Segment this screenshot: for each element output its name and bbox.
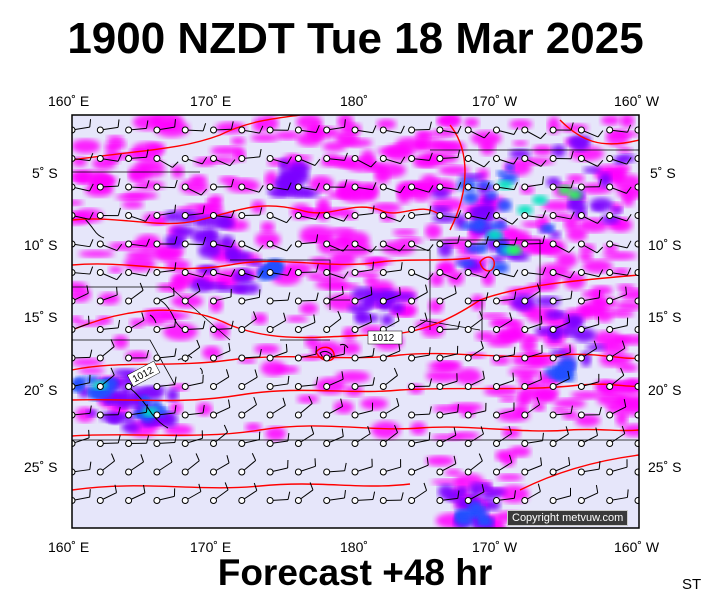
- lon-label-top-170w: 170˚ W: [472, 93, 518, 109]
- isobar-label-1012: 1012: [372, 333, 395, 344]
- lon-label-bottom-170e: 170˚ E: [190, 539, 232, 555]
- corner-label: ST: [682, 576, 702, 593]
- lon-label-top-160w: 160˚ W: [614, 93, 660, 109]
- lon-label-top-170e: 170˚ E: [190, 93, 232, 109]
- lat-label-left-5s: 5˚ S: [32, 165, 58, 181]
- lat-label-right-10s: 10˚ S: [648, 237, 682, 253]
- lon-label-top-180: 180˚: [340, 93, 369, 109]
- copyright-notice: Copyright metvuw.com: [507, 510, 629, 526]
- lon-label-bottom-160e: 160˚ E: [48, 539, 90, 555]
- lat-label-right-25s: 25˚ S: [648, 459, 682, 475]
- lat-label-right-5s: 5˚ S: [650, 165, 676, 181]
- lon-label-bottom-180: 180˚: [340, 539, 369, 555]
- lat-label-left-10s: 10˚ S: [24, 237, 58, 253]
- lat-label-left-25s: 25˚ S: [24, 459, 58, 475]
- lat-label-right-20s: 20˚ S: [648, 382, 682, 398]
- boundaries: [72, 149, 639, 441]
- lat-label-left-15s: 15˚ S: [24, 309, 58, 325]
- lon-label-bottom-170w: 170˚ W: [472, 539, 518, 555]
- lat-label-right-15s: 15˚ S: [648, 309, 682, 325]
- isobar-labels: 1012 1012: [126, 330, 403, 387]
- lon-label-top-160e: 160˚ E: [48, 93, 90, 109]
- wind-barbs: [72, 119, 639, 504]
- lon-label-bottom-160w: 160˚ W: [614, 539, 660, 555]
- lat-label-left-20s: 20˚ S: [24, 382, 58, 398]
- map-title: 1900 NZDT Tue 18 Mar 2025: [67, 14, 644, 63]
- map-frame: [71, 114, 640, 529]
- forecast-label: Forecast +48 hr: [217, 552, 493, 593]
